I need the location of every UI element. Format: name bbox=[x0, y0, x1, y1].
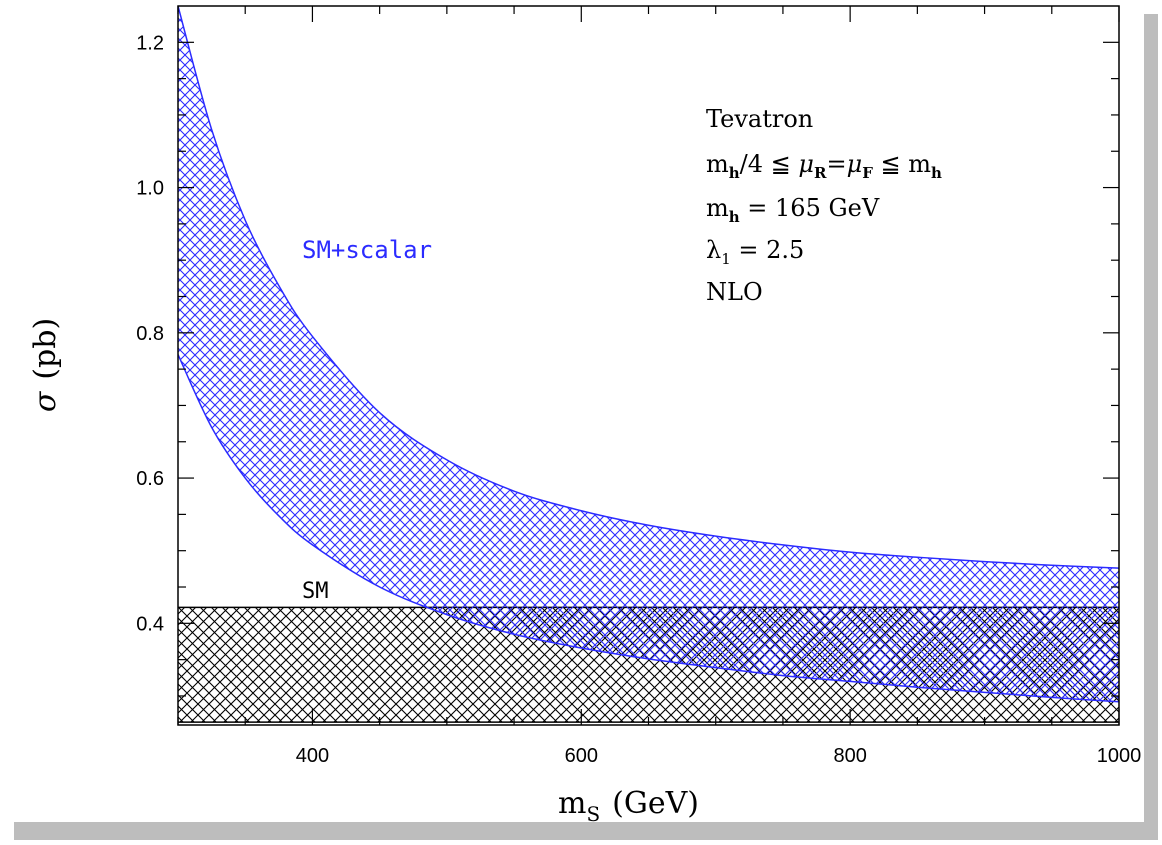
series-label-sm: SM bbox=[302, 579, 329, 604]
x-tick-label: 600 bbox=[565, 745, 598, 767]
sm-scalar-band-fill bbox=[178, 6, 1119, 702]
annotation-higgs-mass: mh = 165 GeV bbox=[706, 194, 880, 226]
x-tick-label: 1000 bbox=[1097, 745, 1142, 767]
y-tick-label: 0.8 bbox=[136, 323, 164, 345]
ticks-layer bbox=[177, 6, 1120, 725]
annotation-scale-range: mh/4 ≦ μR=μF ≦ mh bbox=[706, 150, 942, 182]
bands-layer bbox=[178, 6, 1119, 723]
tick-labels-layer: 400 600 800 1000 0.4 0.6 0.8 1.0 1.2 bbox=[136, 32, 1141, 767]
annotation-order: NLO bbox=[706, 278, 763, 306]
y-tick-label: 1.0 bbox=[136, 178, 164, 200]
annotation-lambda: λ1 = 2.5 bbox=[706, 236, 804, 268]
series-label-sm-scalar: SM+scalar bbox=[302, 236, 432, 264]
x-tick-label: 400 bbox=[296, 745, 329, 767]
x-axis-title: mS (GeV) bbox=[558, 786, 699, 826]
y-tick-label: 0.4 bbox=[136, 613, 164, 635]
y-tick-label: 0.6 bbox=[136, 468, 164, 490]
y-tick-label: 1.2 bbox=[136, 32, 164, 54]
annotation-block: Tevatron mh/4 ≦ μR=μF ≦ mh mh = 165 GeV … bbox=[706, 105, 942, 306]
x-tick-label: 800 bbox=[833, 745, 866, 767]
annotation-collider: Tevatron bbox=[706, 105, 813, 133]
y-axis-title: σ(pb) bbox=[28, 318, 63, 412]
sm-scalar-upper-edge bbox=[178, 6, 1119, 569]
frame-shadow-right bbox=[1144, 14, 1158, 830]
sm-scalar-lower-edge bbox=[178, 354, 1119, 703]
frame-shadow-bottom bbox=[14, 822, 1158, 840]
